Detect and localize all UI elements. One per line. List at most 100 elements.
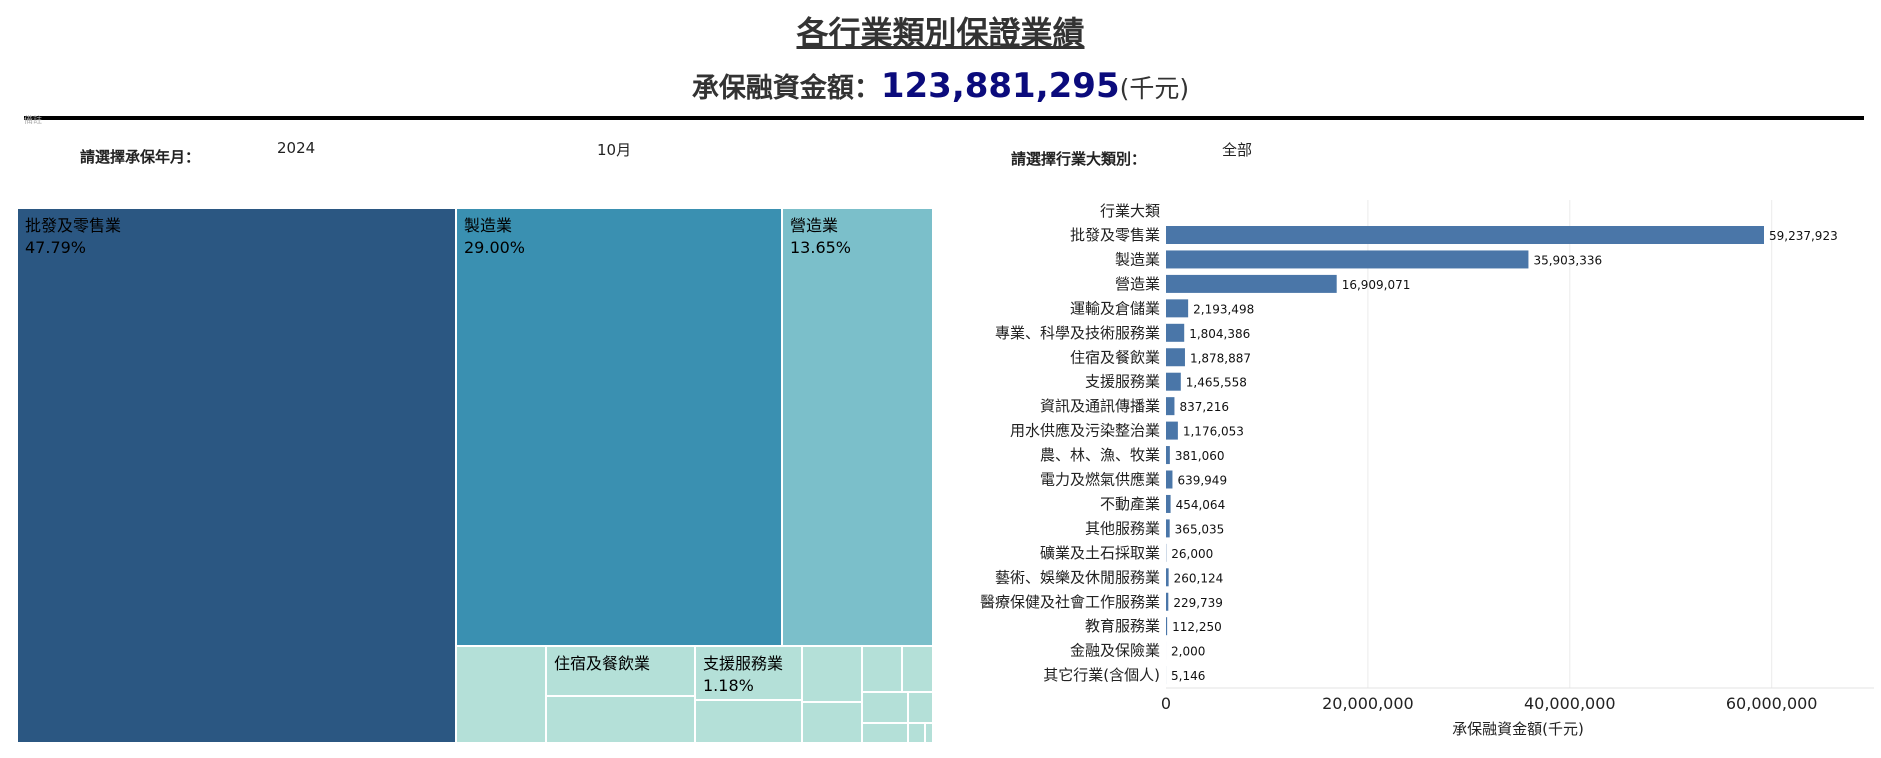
category-label: 醫療保健及社會工作服務業 <box>980 593 1160 611</box>
treemap-cell-water-supply[interactable] <box>695 700 802 743</box>
data-label: 1,176,053 <box>1183 425 1244 439</box>
category-label: 製造業 <box>1115 250 1160 268</box>
category-label: 其他服務業 <box>1085 519 1160 537</box>
data-label: 381,060 <box>1175 449 1225 463</box>
treemap-percent: 13.65% <box>790 238 852 257</box>
total-amount: 承保融資金額：123,881,295(千元) <box>0 66 1881 106</box>
treemap-cell-accommodation[interactable]: 住宿及餐飲業 <box>546 646 695 696</box>
data-label: 2,193,498 <box>1193 302 1254 316</box>
industry-select[interactable]: 全部 <box>1222 141 1253 159</box>
category-label: 支援服務業 <box>1085 373 1160 391</box>
treemap-label: 營造業 <box>790 216 839 235</box>
treemap-percent: 1.18% <box>703 676 754 695</box>
bar[interactable] <box>1166 372 1181 391</box>
header-divider <box>24 116 1864 120</box>
treemap-label: 批發及零售業 <box>25 216 122 235</box>
bar[interactable] <box>1166 397 1175 416</box>
treemap-cell-support-services[interactable]: 支援服務業 1.18% <box>695 646 802 700</box>
treemap-cell-arts[interactable] <box>908 692 933 723</box>
data-label: 639,949 <box>1177 474 1227 488</box>
treemap-cell-electricity[interactable] <box>802 702 862 743</box>
x-tick-label: 0 <box>1161 694 1171 713</box>
category-label: 專業、科學及技術服務業 <box>995 324 1160 342</box>
category-label: 營造業 <box>1115 275 1160 293</box>
x-tick-label: 60,000,000 <box>1726 694 1818 713</box>
bar[interactable] <box>1166 274 1337 293</box>
treemap-label: 支援服務業 <box>703 654 784 673</box>
treemap-cell-transport[interactable] <box>456 646 546 743</box>
bar[interactable] <box>1166 250 1529 269</box>
bar[interactable] <box>1166 446 1170 465</box>
treemap-percent: 47.79% <box>25 238 87 257</box>
category-label: 金融及保險業 <box>1070 642 1160 660</box>
category-label: 用水供應及污染整治業 <box>1010 422 1160 440</box>
data-label: 2,000 <box>1171 645 1205 659</box>
bar[interactable] <box>1166 592 1169 611</box>
data-label: 26,000 <box>1171 547 1213 561</box>
treemap-cell-manufacturing[interactable]: 製造業 29.00% <box>456 208 782 646</box>
category-label: 其它行業(含個人) <box>1043 666 1160 684</box>
category-label: 電力及燃氣供應業 <box>1040 471 1160 489</box>
category-axis-title: 行業大類 <box>1100 202 1160 220</box>
bar[interactable] <box>1166 470 1173 489</box>
amount-label: 承保融資金額： <box>691 73 881 104</box>
category-label: 農、林、漁、牧業 <box>1040 446 1160 464</box>
category-label: 住宿及餐飲業 <box>1070 348 1160 366</box>
category-label: 不動產業 <box>1100 495 1160 513</box>
x-tick-label: 40,000,000 <box>1524 694 1616 713</box>
treemap-cell-healthcare[interactable] <box>862 723 908 743</box>
month-select[interactable]: 10月 <box>597 141 632 159</box>
bar[interactable] <box>1166 617 1168 636</box>
bar[interactable] <box>1166 299 1189 318</box>
data-label: 1,878,887 <box>1190 351 1251 365</box>
bar[interactable] <box>1166 568 1169 587</box>
page-title: 各行業類別保證業績 <box>796 14 1085 52</box>
category-label: 礦業及土石採取業 <box>1040 544 1160 562</box>
treemap-cell-wholesale-retail[interactable]: 批發及零售業 47.79% <box>17 208 456 743</box>
industry-filter-label: 請選擇行業大類別： <box>1011 150 1147 168</box>
treemap-cell-professional[interactable] <box>546 696 695 743</box>
bar[interactable] <box>1166 323 1185 342</box>
bar[interactable] <box>1166 494 1171 513</box>
bar[interactable] <box>1166 519 1170 538</box>
treemap-cell-minor[interactable] <box>925 723 933 743</box>
year-month-filter-label: 請選擇承保年月： <box>80 148 201 166</box>
x-axis-title: 承保融資金額(千元) <box>1452 720 1584 738</box>
category-label: 批發及零售業 <box>1070 226 1160 244</box>
category-label: 資訊及通訊傳播業 <box>1040 397 1160 415</box>
bar[interactable] <box>1166 226 1764 244</box>
treemap-cell-other-services[interactable] <box>862 692 908 723</box>
bar[interactable] <box>1166 348 1185 367</box>
year-select[interactable]: 2024 <box>277 139 316 157</box>
amount-value: 123,881,295 <box>880 66 1120 106</box>
data-label: 35,903,336 <box>1533 253 1602 267</box>
treemap-percent: 29.00% <box>464 238 526 257</box>
data-label: 837,216 <box>1179 400 1229 414</box>
treemap-cell-information[interactable] <box>802 646 862 702</box>
x-tick-label: 20,000,000 <box>1322 694 1414 713</box>
data-label: 260,124 <box>1174 571 1224 585</box>
category-label: 教育服務業 <box>1085 617 1160 635</box>
treemap-label: 製造業 <box>464 216 513 235</box>
treemap-cell-agriculture[interactable] <box>902 646 933 692</box>
data-label: 1,804,386 <box>1189 327 1250 341</box>
treemap-cell-construction[interactable]: 營造業 13.65% <box>782 208 933 646</box>
industry-treemap: 批發及零售業 47.79% 製造業 29.00% 營造業 13.65% 住宿及餐… <box>17 208 933 743</box>
category-label: 運輸及倉儲業 <box>1070 299 1160 317</box>
data-label: 365,035 <box>1175 522 1225 536</box>
bar[interactable] <box>1166 421 1178 440</box>
data-label: 1,465,558 <box>1186 376 1247 390</box>
treemap-cell-real-estate[interactable] <box>862 646 902 692</box>
category-label: 藝術、娛樂及休閒服務業 <box>995 568 1160 586</box>
data-label: 229,739 <box>1173 596 1223 610</box>
amount-unit: (千元) <box>1119 74 1190 103</box>
note-text: 備註 <box>24 116 43 126</box>
data-label: 5,146 <box>1171 669 1205 683</box>
data-label: 112,250 <box>1172 620 1222 634</box>
data-label: 59,237,923 <box>1769 229 1838 243</box>
data-label: 454,064 <box>1176 498 1226 512</box>
treemap-cell-education[interactable] <box>908 723 925 743</box>
treemap-label: 住宿及餐飲業 <box>554 654 651 673</box>
data-label: 16,909,071 <box>1342 278 1411 292</box>
